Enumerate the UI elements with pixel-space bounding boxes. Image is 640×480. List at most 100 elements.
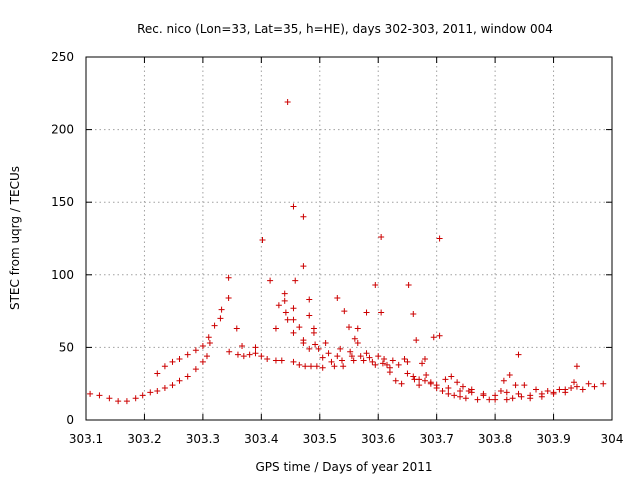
data-point-marker: [423, 371, 430, 378]
data-point-marker: [192, 347, 199, 354]
data-point-marker: [290, 329, 297, 336]
data-point-marker: [225, 274, 232, 281]
data-point-marker: [218, 306, 225, 313]
x-tick-label: 303.4: [244, 432, 278, 446]
data-point-marker: [240, 353, 247, 360]
data-point-marker: [439, 387, 446, 394]
data-point-marker: [203, 353, 210, 360]
data-point-marker: [515, 390, 522, 397]
data-point-marker: [366, 354, 373, 361]
data-point-marker: [217, 315, 224, 322]
data-point-marker: [427, 379, 434, 386]
data-point-marker: [386, 369, 393, 376]
data-point-marker: [533, 386, 540, 393]
data-point-marker: [346, 324, 352, 331]
y-tick-label: 50: [59, 340, 74, 354]
x-tick-label: 304: [601, 432, 624, 446]
data-point-marker: [509, 395, 516, 402]
x-axis-label: GPS time / Days of year 2011: [255, 460, 432, 474]
data-point-marker: [389, 357, 396, 364]
x-tick-label: 303.8: [478, 432, 512, 446]
data-point-marker: [322, 340, 329, 347]
data-point-marker: [410, 373, 417, 380]
data-point-marker: [468, 389, 475, 396]
data-point-marker: [169, 358, 176, 365]
data-point-marker: [176, 377, 183, 384]
data-point-marker: [306, 345, 313, 352]
x-tick-label: 303.2: [127, 432, 161, 446]
data-point-marker: [506, 371, 513, 378]
data-point-marker: [457, 393, 464, 400]
data-point-marker: [363, 350, 370, 357]
data-point-marker: [319, 354, 326, 361]
data-point-marker: [278, 357, 285, 364]
data-point-marker: [392, 377, 399, 384]
data-point-marker: [199, 358, 206, 365]
data-point-marker: [300, 340, 307, 347]
data-point-marker: [96, 392, 103, 399]
data-point-marker: [401, 356, 408, 363]
data-point-marker: [372, 281, 379, 288]
data-point-marker: [306, 312, 313, 319]
data-point-marker: [360, 357, 367, 364]
data-point-marker: [290, 305, 297, 312]
data-point-marker: [258, 353, 265, 360]
data-point-marker: [404, 370, 411, 377]
data-point-marker: [281, 290, 288, 297]
data-point-marker: [184, 373, 191, 380]
data-point-marker: [147, 389, 154, 396]
data-point-marker: [354, 325, 361, 332]
data-point-marker: [325, 350, 332, 357]
x-tick-label: 303.3: [186, 432, 220, 446]
data-point-marker: [161, 363, 168, 370]
data-point-marker: [284, 316, 291, 323]
data-point-marker: [518, 393, 525, 400]
data-point-marker: [433, 382, 440, 389]
data-point-marker: [154, 387, 161, 394]
chart-title: Rec. nico (Lon=33, Lat=35, h=HE), days 3…: [137, 22, 553, 36]
data-point-marker: [161, 385, 168, 392]
data-point-marker: [206, 340, 213, 347]
data-point-marker: [123, 398, 130, 405]
axis-ticks: 303.1 303.2 303.3 303.4 303.5 303.6 303.7 303.8…: [51, 50, 623, 446]
data-point-marker: [199, 342, 206, 349]
x-tick-label: 303.6: [361, 432, 395, 446]
data-point-marker: [290, 203, 297, 210]
data-points: [87, 99, 607, 405]
data-point-marker: [512, 382, 519, 389]
data-point-marker: [462, 395, 469, 402]
data-point-marker: [300, 213, 307, 220]
x-tick-label: 303.5: [303, 432, 337, 446]
data-point-marker: [338, 357, 345, 364]
y-tick-label: 250: [51, 50, 74, 64]
data-point-marker: [550, 389, 557, 396]
data-point-marker: [313, 363, 320, 370]
data-point-marker: [106, 395, 113, 402]
data-point-marker: [284, 99, 291, 106]
data-point-marker: [139, 392, 146, 399]
data-point-marker: [337, 345, 344, 352]
data-point-marker: [381, 356, 388, 363]
data-point-marker: [334, 295, 341, 302]
data-point-marker: [296, 324, 303, 331]
data-point-marker: [252, 344, 259, 351]
data-point-marker: [413, 337, 420, 344]
data-point-marker: [192, 366, 199, 373]
data-point-marker: [310, 329, 317, 336]
data-point-marker: [340, 363, 347, 370]
data-point-marker: [154, 370, 161, 377]
data-point-marker: [454, 379, 461, 386]
data-point-marker: [306, 296, 313, 303]
data-point-marker: [351, 335, 358, 342]
data-point-marker: [451, 392, 458, 399]
data-point-marker: [445, 385, 452, 392]
data-point-marker: [372, 361, 379, 368]
data-point-marker: [573, 363, 580, 370]
y-tick-label: 200: [51, 123, 74, 137]
data-point-marker: [430, 334, 437, 341]
data-point-marker: [252, 350, 259, 357]
data-point-marker: [264, 356, 271, 363]
data-point-marker: [225, 295, 232, 302]
data-point-marker: [503, 396, 510, 403]
